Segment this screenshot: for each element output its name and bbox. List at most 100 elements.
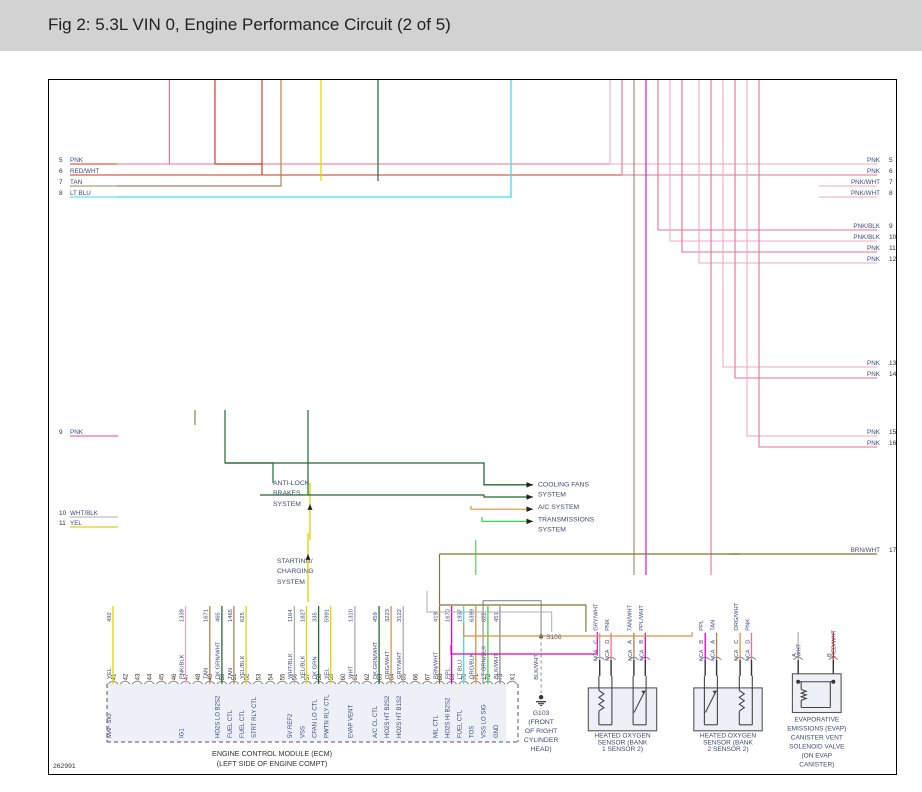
svg-text:15: 15: [889, 429, 897, 436]
svg-text:EVAP VENT: EVAP VENT: [349, 705, 355, 738]
svg-text:PNK: PNK: [70, 157, 84, 164]
svg-text:PPL: PPL: [699, 619, 705, 631]
svg-text:PPL: PPL: [445, 667, 451, 679]
svg-text:12: 12: [889, 256, 897, 263]
svg-text:45: 45: [160, 673, 166, 680]
svg-text:PNK/BLK: PNK/BLK: [853, 223, 880, 230]
svg-text:5: 5: [59, 157, 63, 164]
svg-text:(LEFT SIDE OF ENGINE COMPT): (LEFT SIDE OF ENGINE COMPT): [217, 759, 327, 768]
svg-text:TRANSMISSIONS: TRANSMISSIONS: [538, 517, 595, 524]
svg-text:PNK/WHT: PNK/WHT: [851, 179, 880, 186]
svg-text:1 SENSOR 2): 1 SENSOR 2): [602, 746, 643, 753]
svg-text:BRN/WHT: BRN/WHT: [433, 651, 439, 679]
svg-text:67: 67: [426, 673, 432, 680]
svg-text:48: 48: [196, 673, 202, 680]
svg-text:1937: 1937: [458, 609, 464, 622]
svg-text:PNK/BLK: PNK/BLK: [179, 654, 185, 679]
svg-text:VSS: VSS: [300, 726, 306, 738]
svg-text:YEL: YEL: [325, 667, 331, 679]
svg-text:PNK/BLK: PNK/BLK: [853, 234, 880, 241]
svg-text:6: 6: [889, 168, 893, 175]
svg-text:5: 5: [889, 157, 893, 164]
svg-text:LT BLU: LT BLU: [70, 190, 91, 197]
svg-text:PNK: PNK: [745, 619, 751, 631]
svg-text:BLK/WHT: BLK/WHT: [494, 653, 500, 679]
svg-text:16: 16: [889, 440, 897, 447]
svg-text:MAF SIG: MAF SIG: [107, 713, 113, 738]
svg-text:8: 8: [889, 190, 893, 197]
svg-text:NCA: NCA: [734, 649, 740, 661]
svg-text:A: A: [710, 640, 716, 644]
svg-text:WHT: WHT: [796, 643, 802, 657]
svg-text:WHT/BLK: WHT/BLK: [70, 510, 99, 517]
svg-text:5V REF2: 5V REF2: [288, 713, 294, 738]
svg-text:YEL/BLK: YEL/BLK: [240, 655, 246, 679]
svg-text:IG1: IG1: [179, 728, 185, 738]
svg-text:62: 62: [365, 673, 371, 680]
svg-text:CFAN LO CTL: CFAN LO CTL: [312, 699, 318, 738]
svg-text:SYSTEM: SYSTEM: [277, 579, 305, 586]
svg-text:9: 9: [889, 223, 893, 230]
svg-text:14: 14: [889, 371, 897, 378]
svg-text:7: 7: [889, 179, 893, 186]
svg-text:55: 55: [281, 673, 287, 680]
svg-text:SYSTEM: SYSTEM: [538, 527, 566, 534]
svg-text:53: 53: [256, 673, 262, 680]
svg-text:EVAPORATIVE: EVAPORATIVE: [794, 717, 840, 724]
svg-text:44: 44: [148, 673, 154, 680]
svg-text:C: C: [594, 640, 600, 644]
svg-text:OF RIGHT: OF RIGHT: [525, 728, 557, 735]
svg-text:ENGINE CONTROL MODULE (ECM): ENGINE CONTROL MODULE (ECM): [212, 749, 332, 758]
svg-text:NCA: NCA: [639, 649, 645, 661]
svg-text:A/C SYSTEM: A/C SYSTEM: [538, 504, 580, 511]
svg-text:FUEL CTL: FUEL CTL: [228, 709, 234, 738]
svg-text:ORG/WHT: ORG/WHT: [734, 602, 740, 630]
svg-text:PNK: PNK: [605, 619, 611, 631]
svg-text:FUEL CTL: FUEL CTL: [458, 709, 464, 738]
svg-text:TAN: TAN: [204, 668, 210, 679]
svg-text:1827: 1827: [300, 609, 306, 622]
svg-text:419: 419: [433, 612, 439, 622]
svg-text:GRY/WHT: GRY/WHT: [594, 603, 600, 631]
svg-text:46: 46: [172, 673, 178, 680]
svg-text:11: 11: [889, 245, 896, 252]
svg-text:60: 60: [341, 673, 347, 680]
svg-text:HO2S HT B1S2: HO2S HT B1S2: [397, 695, 403, 738]
svg-text:PNK: PNK: [867, 157, 881, 164]
svg-text:HO2S LO B2S2: HO2S LO B2S2: [216, 695, 222, 738]
svg-text:NCA: NCA: [594, 649, 600, 661]
svg-text:D: D: [605, 640, 611, 644]
svg-text:43: 43: [136, 673, 142, 680]
svg-text:6: 6: [59, 168, 63, 175]
svg-text:459: 459: [373, 612, 379, 622]
svg-text:EMISSIONS (EVAP): EMISSIONS (EVAP): [787, 726, 846, 733]
svg-text:42: 42: [123, 673, 129, 680]
svg-text:6399: 6399: [470, 609, 476, 622]
svg-text:PNK/WHT: PNK/WHT: [851, 190, 880, 197]
svg-text:PPL/WHT: PPL/WHT: [639, 605, 645, 631]
svg-text:LT BLU: LT BLU: [458, 660, 464, 679]
svg-text:PNK: PNK: [867, 168, 881, 175]
svg-text:CANISTER): CANISTER): [799, 762, 834, 769]
svg-text:10: 10: [889, 234, 897, 241]
svg-text:D: D: [745, 640, 751, 644]
svg-text:DK GRN: DK GRN: [312, 656, 318, 679]
svg-text:GND: GND: [494, 724, 500, 738]
svg-text:7: 7: [59, 179, 63, 186]
svg-text:11: 11: [59, 520, 66, 527]
svg-text:FUEL CTL: FUEL CTL: [240, 709, 246, 738]
svg-text:S106: S106: [546, 634, 562, 641]
svg-text:1671: 1671: [204, 609, 210, 622]
svg-text:BRN/WHT: BRN/WHT: [851, 547, 881, 554]
svg-text:ANTI-LOCK: ANTI-LOCK: [273, 480, 310, 487]
svg-text:DK GRN/WHT: DK GRN/WHT: [216, 641, 222, 679]
svg-text:DK GRN/WHT: DK GRN/WHT: [373, 641, 379, 679]
svg-text:A: A: [628, 640, 634, 644]
svg-text:G103: G103: [533, 710, 550, 717]
svg-text:9: 9: [59, 429, 63, 436]
svg-text:C: C: [734, 640, 740, 644]
svg-text:17: 17: [889, 547, 897, 554]
svg-text:GRY/WHT: GRY/WHT: [397, 651, 403, 679]
svg-text:1670: 1670: [445, 609, 451, 622]
svg-text:PNK: PNK: [867, 429, 881, 436]
